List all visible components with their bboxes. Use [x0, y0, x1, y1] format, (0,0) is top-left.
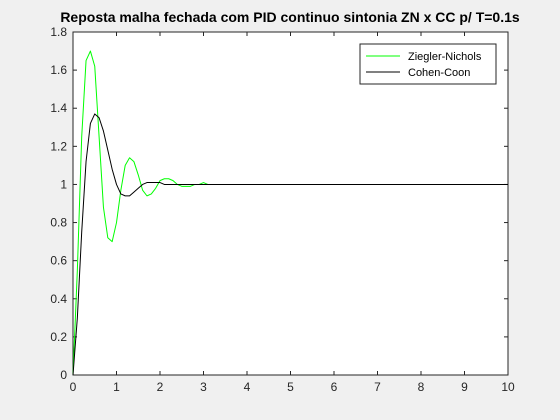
x-tick-label: 10	[501, 380, 515, 394]
legend-box	[359, 43, 497, 85]
y-tick-label: 0.4	[50, 292, 67, 306]
x-tick-label: 8	[418, 380, 425, 394]
axis-ticks: 0 1 2 3 4 5 6 7 8 9 10 0 0.2 0.4 0.6 0.8 1 1.2 1.4 1.6 1.8	[50, 25, 515, 394]
x-tick-label: 2	[157, 380, 164, 394]
x-tick-label: 4	[244, 380, 251, 394]
x-tick-label: 3	[200, 380, 207, 394]
y-tick-label: 1.4	[50, 101, 67, 115]
chart-title: Reposta malha fechada com PID continuo s…	[60, 9, 520, 25]
y-tick-label: 0	[60, 368, 67, 382]
legend-label-cohen-coon: Cohen-Coon	[408, 67, 470, 79]
y-tick-label: 0.8	[50, 216, 67, 230]
x-tick-label: 0	[70, 380, 77, 394]
y-tick-label: 0.2	[50, 330, 67, 344]
y-tick-label: 1.2	[50, 139, 67, 153]
x-tick-label: 5	[287, 380, 294, 394]
y-tick-label: 1.8	[50, 25, 67, 39]
y-tick-label: 0.6	[50, 254, 67, 268]
x-tick-label: 6	[331, 380, 338, 394]
series-line-cohen-coon	[72, 113, 508, 376]
x-tick-label: 7	[374, 380, 381, 394]
y-tick-label: 1	[60, 177, 67, 191]
x-tick-label: 1	[113, 380, 120, 394]
series-lines	[72, 50, 508, 376]
legend-label-ziegler-nichols: Ziegler-Nichols	[408, 51, 482, 63]
legend: Ziegler-Nichols Cohen-Coon	[359, 43, 497, 85]
plot-area	[72, 31, 509, 376]
x-tick-label: 9	[461, 380, 468, 394]
y-tick-label: 1.6	[50, 63, 67, 77]
